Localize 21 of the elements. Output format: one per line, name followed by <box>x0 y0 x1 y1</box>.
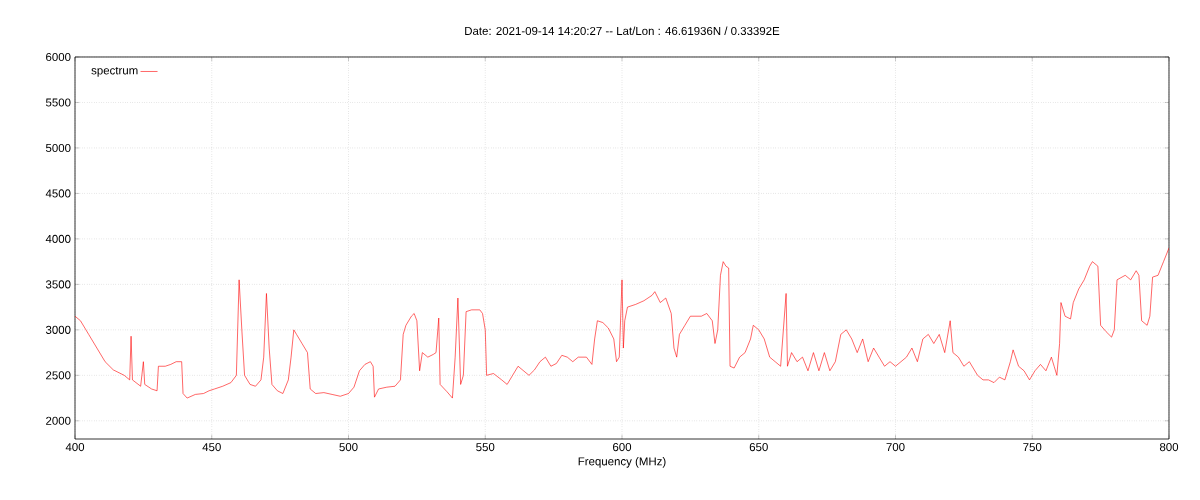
y-tick-label: 4500 <box>45 189 71 198</box>
chart-title: Date: 2021-09-14 14:20:27 -- Lat/Lon : 46.61936N / 0.33392E <box>465 26 780 35</box>
y-tick-label: 5500 <box>45 98 71 107</box>
x-tick-label: 750 <box>1023 443 1042 452</box>
x-tick-label: 650 <box>749 443 768 452</box>
x-tick-label: 450 <box>202 443 221 452</box>
x-axis-title: Frequency (MHz) <box>578 456 666 468</box>
y-tick-label: 2000 <box>46 416 71 425</box>
x-tick-label: 550 <box>476 443 495 452</box>
y-tick-label: 4000 <box>45 234 71 243</box>
legend-label: spectrum <box>91 66 138 77</box>
y-tick-label: 3000 <box>45 325 71 334</box>
x-tick-label: 500 <box>339 443 358 452</box>
x-tick-label: 400 <box>65 443 85 452</box>
x-tick-label: 800 <box>1159 443 1179 452</box>
x-tick-label: 700 <box>886 443 905 452</box>
y-tick-label: 6000 <box>46 52 71 62</box>
y-tick-label: 3500 <box>45 280 71 289</box>
x-tick-label: 600 <box>613 443 632 452</box>
y-tick-label: 2500 <box>46 371 71 380</box>
y-tick-label: 5000 <box>45 143 71 152</box>
